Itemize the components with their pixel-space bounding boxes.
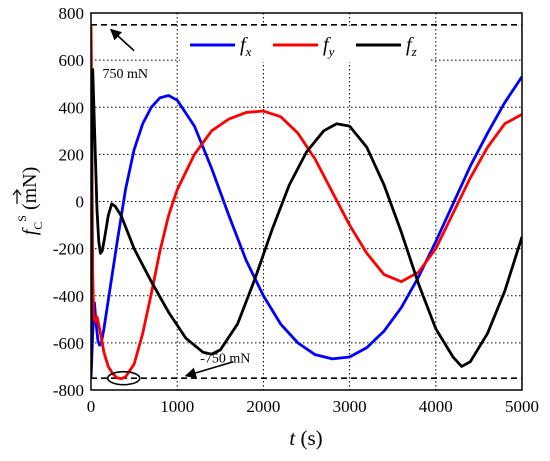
reference-lines xyxy=(91,23,522,380)
y-tick-label: -800 xyxy=(53,381,84,400)
annotation-lower: -750 mN xyxy=(200,352,250,367)
x-axis-label: t (s) xyxy=(289,426,322,450)
x-tick-labels: 0 1000 2000 3000 4000 5000 xyxy=(87,397,539,416)
y-tick-label: -200 xyxy=(53,240,84,259)
y-tick-label: 200 xyxy=(59,145,85,164)
x-tick-label: 2000 xyxy=(246,397,280,416)
grid xyxy=(91,13,522,390)
plot-frame xyxy=(90,12,523,391)
series-line-fz xyxy=(91,68,522,376)
y-tick-label: -600 xyxy=(53,334,84,353)
annotations: 750 mN -750 mN xyxy=(103,28,250,386)
x-tick-label: 4000 xyxy=(419,397,453,416)
annotation-arrow-lower xyxy=(184,360,234,379)
y-axis-label: fCS (mN) xyxy=(15,167,45,236)
legend-label-fy: fy xyxy=(323,34,335,59)
y-tick-label: 800 xyxy=(59,4,85,23)
y-tick-labels: 800 600 400 200 0 -200 -400 -600 -800 xyxy=(53,4,84,400)
legend-label-fx: fx xyxy=(240,34,252,59)
x-tick-label: 1000 xyxy=(160,397,194,416)
series-line-fy xyxy=(91,24,522,381)
x-tick-label: 3000 xyxy=(333,397,367,416)
y-tick-label: 400 xyxy=(59,98,85,117)
legend-label-fz: fz xyxy=(406,34,417,59)
x-tick-label: 5000 xyxy=(505,397,539,416)
series-lines xyxy=(91,24,522,381)
x-tick-label: 0 xyxy=(87,397,96,416)
y-tick-label: 0 xyxy=(76,193,85,212)
legend: fx fy fz xyxy=(180,26,430,62)
annotation-upper: 750 mN xyxy=(103,67,149,82)
y-tick-label: 600 xyxy=(59,51,85,70)
vector-arrow-icon xyxy=(12,189,22,204)
y-tick-label: -400 xyxy=(53,287,84,306)
annotation-arrow-upper xyxy=(109,28,135,52)
annotation-ellipse xyxy=(106,370,141,386)
series-line-fx xyxy=(91,75,522,379)
